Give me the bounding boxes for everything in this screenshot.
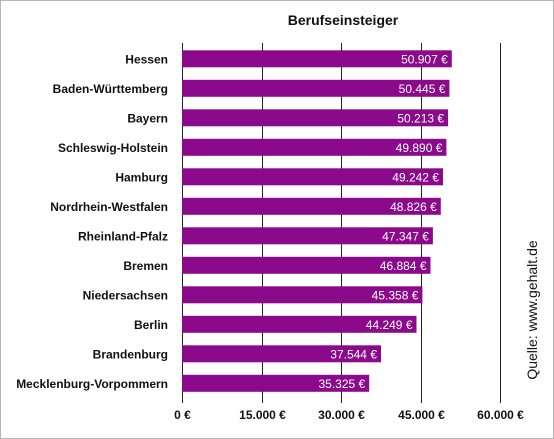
bar (182, 168, 443, 186)
bar-value-label: 49.890 € (396, 141, 443, 155)
bar-value-label: 48.826 € (390, 200, 437, 214)
x-tick-label: 0 € (174, 408, 191, 422)
bar-value-label: 35.325 € (318, 377, 365, 391)
bar (182, 197, 441, 215)
x-tick-label: 15.000 € (239, 408, 286, 422)
bar (182, 286, 423, 304)
bar-value-label: 49.242 € (392, 170, 439, 184)
category-label: Berlin (134, 318, 168, 332)
bar-value-label: 50.213 € (397, 111, 444, 125)
bar (182, 79, 450, 97)
category-label: Nordrhein-Westfalen (50, 200, 168, 214)
bars: 50.907 € 50.445 € 50.213 € 49.890 € 49.242 €… (182, 50, 452, 392)
source-annotation: Quelle: www.gehalt.de (524, 240, 540, 380)
category-label: Schleswig-Holstein (58, 141, 168, 155)
category-label: Bayern (127, 111, 168, 125)
bar (182, 109, 449, 127)
category-label: Baden-Württemberg (53, 82, 168, 96)
category-label: Hamburg (115, 170, 168, 184)
category-labels: Hessen Baden-Württemberg Bayern Schleswig-H… (16, 52, 168, 391)
chart-title: Berufseinsteiger (288, 12, 399, 28)
bar (182, 227, 433, 245)
grid-lines (182, 43, 501, 403)
x-tick-label: 30.000 € (318, 408, 365, 422)
category-label: Bremen (123, 259, 168, 273)
bar-value-label: 45.358 € (372, 288, 419, 302)
x-tick-label: 45.000 € (398, 408, 445, 422)
bar-value-label: 46.884 € (380, 259, 427, 273)
bar (182, 374, 370, 392)
category-label: Niedersachsen (83, 288, 168, 302)
x-axis-tick-labels: 0 € 15.000 € 30.000 € 45.000 € 60.000 € (174, 408, 524, 422)
bar (182, 256, 431, 274)
bar (182, 315, 417, 333)
bar-value-label: 50.907 € (401, 52, 448, 66)
bar-value-label: 47.347 € (382, 229, 429, 243)
bar (182, 345, 381, 363)
x-tick-label: 60.000 € (477, 408, 524, 422)
category-label: Mecklenburg-Vorpommern (16, 377, 168, 391)
bar-value-label: 44.249 € (366, 318, 413, 332)
bar-value-label: 37.544 € (330, 347, 377, 361)
bar (182, 138, 447, 156)
bar (182, 50, 452, 68)
category-label: Hessen (125, 52, 168, 66)
category-label: Rheinland-Pfalz (78, 229, 168, 243)
category-label: Brandenburg (93, 347, 168, 361)
bar-value-label: 50.445 € (399, 82, 446, 96)
